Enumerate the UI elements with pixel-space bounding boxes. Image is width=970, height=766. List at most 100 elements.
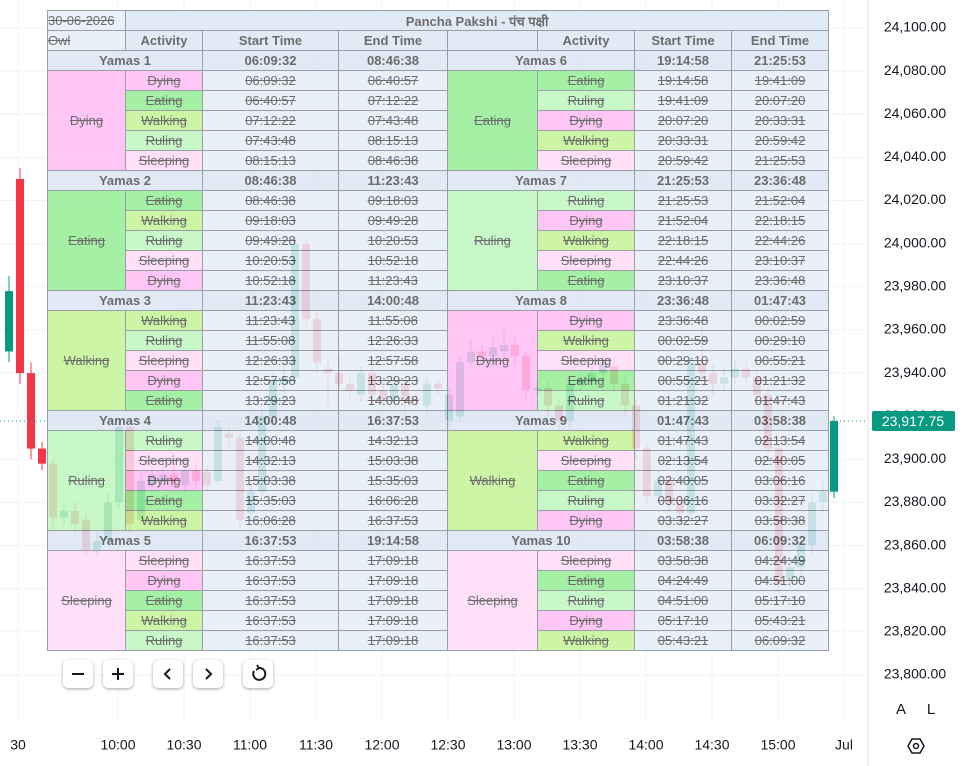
start-time: 08:46:38 bbox=[202, 190, 339, 211]
yamas-activity: Eating bbox=[47, 190, 126, 291]
yamas-end: 03:58:38 bbox=[730, 410, 830, 431]
y-tick-label: 23,980.00 bbox=[884, 278, 946, 294]
yamas-end: 16:37:53 bbox=[338, 410, 448, 431]
table-row: Yamas 1 06:09:32 08:46:38 Yamas 6 19:14:58 21… bbox=[47, 50, 830, 71]
start-time: 12:26:33 bbox=[202, 350, 339, 371]
start-time: 06:09:32 bbox=[202, 70, 339, 91]
column-header: Activity bbox=[537, 30, 635, 51]
end-time: 15:35:03 bbox=[338, 470, 448, 491]
table-row: Eating 13:29:23 14:00:48 Ruling 01:21:32 01:4… bbox=[48, 390, 830, 411]
start-time: 10:52:18 bbox=[202, 270, 339, 291]
yamas-activity: Walking bbox=[447, 430, 538, 531]
auto-scale-button[interactable]: A bbox=[895, 701, 906, 718]
end-time: 06:40:57 bbox=[338, 70, 448, 91]
sub-activity: Dying bbox=[125, 70, 203, 91]
start-time: 20:33:31 bbox=[634, 130, 732, 151]
y-tick-label: 24,020.00 bbox=[884, 191, 946, 207]
y-tick-label: 23,860.00 bbox=[884, 536, 946, 552]
table-row: Eating 06:40:57 07:12:22 Ruling 19:41:09 20:0… bbox=[48, 90, 830, 111]
sub-activity: Dying bbox=[537, 510, 635, 531]
sub-activity: Ruling bbox=[537, 490, 635, 511]
yamas-end: 21:25:53 bbox=[730, 50, 830, 71]
start-time: 16:37:53 bbox=[202, 630, 339, 651]
start-time: 06:40:57 bbox=[202, 90, 339, 111]
sub-activity: Sleeping bbox=[125, 150, 203, 171]
end-time: 16:06:28 bbox=[338, 490, 448, 511]
end-time: 12:57:58 bbox=[338, 350, 448, 371]
sub-activity: Ruling bbox=[125, 230, 203, 251]
end-time: 10:52:18 bbox=[338, 250, 448, 271]
end-time: 22:44:26 bbox=[730, 230, 830, 251]
end-time: 17:09:18 bbox=[338, 630, 448, 651]
x-tick-label: 10:00 bbox=[100, 737, 135, 753]
end-time: 17:09:18 bbox=[338, 610, 448, 631]
end-time: 07:43:48 bbox=[338, 110, 448, 131]
log-scale-button[interactable]: L bbox=[926, 701, 936, 718]
yamas-name: Yamas 6 bbox=[447, 50, 635, 71]
table-row: Dying 15:03:38 15:35:03 Eating 02:40:05 03:06… bbox=[48, 470, 830, 491]
sub-activity: Sleeping bbox=[537, 350, 635, 371]
date-cell: 30-06-2026 bbox=[47, 10, 126, 31]
start-time: 14:32:13 bbox=[202, 450, 339, 471]
y-tick-label: 24,000.00 bbox=[884, 234, 946, 250]
end-time: 21:25:53 bbox=[730, 150, 830, 171]
sub-activity: Sleeping bbox=[537, 150, 635, 171]
yamas-name: Yamas 4 bbox=[47, 410, 203, 431]
settings-icon[interactable] bbox=[907, 738, 925, 754]
x-tick-label: 12:30 bbox=[430, 737, 465, 753]
table-row: Dying 16:37:53 17:09:18 Eating 04:24:49 04:51… bbox=[48, 570, 830, 591]
end-time: 21:52:04 bbox=[730, 190, 830, 211]
yamas-activity: Ruling bbox=[447, 190, 538, 291]
end-time: 11:55:08 bbox=[338, 310, 448, 331]
start-time: 14:00:48 bbox=[202, 430, 339, 451]
sub-activity: Sleeping bbox=[537, 550, 635, 571]
yamas-name: Yamas 5 bbox=[47, 530, 203, 551]
last-price-label: 23,917.75 bbox=[882, 413, 944, 429]
table-row: Sleeping 14:32:13 15:03:38 Sleeping 02:13:54… bbox=[48, 450, 830, 471]
end-time: 23:36:48 bbox=[730, 270, 830, 291]
sub-activity: Sleeping bbox=[537, 250, 635, 271]
table-row: Sleeping Sleeping 16:37:53 17:09:18 Sleeping… bbox=[47, 550, 830, 651]
start-time: 13:29:23 bbox=[202, 390, 339, 411]
candle-body bbox=[27, 373, 35, 449]
reset-button[interactable] bbox=[243, 660, 273, 688]
yamas-end: 19:14:58 bbox=[338, 530, 448, 551]
candle-body bbox=[16, 178, 24, 374]
sub-activity: Eating bbox=[537, 70, 635, 91]
start-time: 09:49:28 bbox=[202, 230, 339, 251]
table-row: Yamas 5 16:37:53 19:14:58 Yamas 10 03:58:38 0… bbox=[47, 530, 830, 551]
scroll-left-button[interactable] bbox=[153, 660, 183, 688]
yamas-name: Yamas 3 bbox=[47, 290, 203, 311]
end-time: 01:47:43 bbox=[730, 390, 830, 411]
candle-body bbox=[5, 291, 13, 352]
sub-activity: Sleeping bbox=[125, 450, 203, 471]
scroll-right-button[interactable] bbox=[193, 660, 223, 688]
table-row: Sleeping 12:26:33 12:57:58 Sleeping 00:29:10… bbox=[48, 350, 830, 371]
start-time: 08:15:13 bbox=[202, 150, 339, 171]
zoom-in-button[interactable] bbox=[103, 660, 133, 688]
zoom-out-button[interactable] bbox=[63, 660, 93, 688]
y-tick-label: 23,940.00 bbox=[884, 364, 946, 380]
sub-activity: Eating bbox=[125, 190, 203, 211]
sub-activity: Ruling bbox=[125, 330, 203, 351]
sub-activity: Eating bbox=[537, 270, 635, 291]
start-time: 22:44:26 bbox=[634, 250, 732, 271]
start-time: 03:06:16 bbox=[634, 490, 732, 511]
end-time: 20:33:31 bbox=[730, 110, 830, 131]
end-time: 20:59:42 bbox=[730, 130, 830, 151]
end-time: 22:18:15 bbox=[730, 210, 830, 231]
end-time: 17:09:18 bbox=[338, 590, 448, 611]
y-tick-label: 24,100.00 bbox=[884, 19, 946, 35]
yamas-name: Yamas 2 bbox=[47, 170, 203, 191]
end-time: 00:02:59 bbox=[730, 310, 830, 331]
table: 30-06-2026 Pancha Pakshi - पंच पक्षी Owl Ac… bbox=[47, 10, 830, 651]
end-time: 07:12:22 bbox=[338, 90, 448, 111]
table-row: Yamas 3 11:23:43 14:00:48 Yamas 8 23:36:48 01… bbox=[47, 290, 830, 311]
start-time: 12:57:58 bbox=[202, 370, 339, 391]
y-tick-label: 24,080.00 bbox=[884, 62, 946, 78]
sub-activity: Ruling bbox=[125, 630, 203, 651]
bird-cell: Owl bbox=[47, 30, 126, 51]
end-time: 23:10:37 bbox=[730, 250, 830, 271]
end-time: 06:09:32 bbox=[730, 630, 830, 651]
